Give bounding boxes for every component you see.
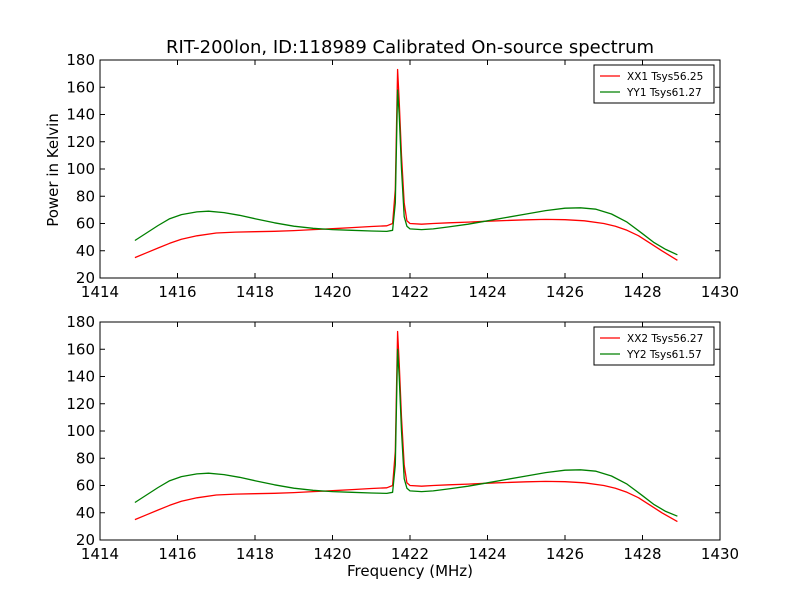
legend-label: XX1 Tsys56.25 [627, 71, 703, 83]
y-tick-label: 120 [66, 133, 95, 151]
y-tick-label: 180 [66, 313, 95, 331]
x-axis-label: Frequency (MHz) [347, 562, 473, 580]
y-tick-label: 40 [76, 504, 95, 522]
y-tick-label: 100 [66, 422, 95, 440]
legend-label: YY1 Tsys61.27 [626, 87, 702, 99]
y-axis-label: Power in Kelvin [44, 113, 62, 227]
x-tick-label: 1416 [158, 545, 196, 563]
y-tick-label: 60 [76, 477, 95, 495]
x-tick-label: 1428 [623, 283, 661, 301]
legend: XX2 Tsys56.27 YY2 Tsys61.57 [593, 326, 715, 366]
legend-box [593, 326, 715, 366]
y-tick-label: 100 [66, 160, 95, 178]
x-tick-label: 1422 [391, 283, 429, 301]
legend-label: XX2 Tsys56.27 [627, 333, 703, 345]
y-tick-label: 160 [66, 78, 95, 96]
figure-title: RIT-200lon, ID:118989 Calibrated On-sour… [166, 37, 654, 58]
legend-box [593, 64, 715, 104]
series-line-yy2 [134, 348, 678, 517]
y-tick-label: 20 [76, 531, 95, 549]
y-tick-label: 80 [76, 187, 95, 205]
x-tick-label: 1414 [81, 545, 119, 563]
x-tick-label: 1422 [391, 545, 429, 563]
subplot-top: 1414 1416 1418 1420 1422 1424 1426 1428 1430 20 40… [66, 51, 739, 301]
x-tick-label: 1424 [468, 545, 506, 563]
y-tick-label: 120 [66, 395, 95, 413]
y-tick-label: 160 [66, 340, 95, 358]
y-tick-label: 180 [66, 51, 95, 69]
x-tick-label: 1416 [158, 283, 196, 301]
x-tick-label: 1414 [81, 283, 119, 301]
series-line-yy1 [134, 89, 678, 256]
x-tick-label: 1418 [236, 545, 274, 563]
y-tick-label: 60 [76, 215, 95, 233]
y-tick-label: 80 [76, 449, 95, 467]
x-tick-label: 1426 [546, 283, 584, 301]
subplot-bottom: 1414 1416 1418 1420 1422 1424 1426 1428 1430 20 40… [66, 313, 739, 563]
y-tick-label: 40 [76, 242, 95, 260]
x-tick-label: 1430 [701, 545, 739, 563]
y-tick-label: 20 [76, 269, 95, 287]
x-tick-label: 1430 [701, 283, 739, 301]
x-tick-label: 1426 [546, 545, 584, 563]
legend: XX1 Tsys56.25 YY1 Tsys61.27 [593, 64, 715, 104]
y-tick-label: 140 [66, 106, 95, 124]
x-tick-label: 1424 [468, 283, 506, 301]
x-tick-label: 1420 [313, 545, 351, 563]
y-tick-label: 140 [66, 368, 95, 386]
legend-label: YY2 Tsys61.57 [626, 349, 702, 361]
x-tick-label: 1420 [313, 283, 351, 301]
x-tick-label: 1428 [623, 545, 661, 563]
x-tick-label: 1418 [236, 283, 274, 301]
